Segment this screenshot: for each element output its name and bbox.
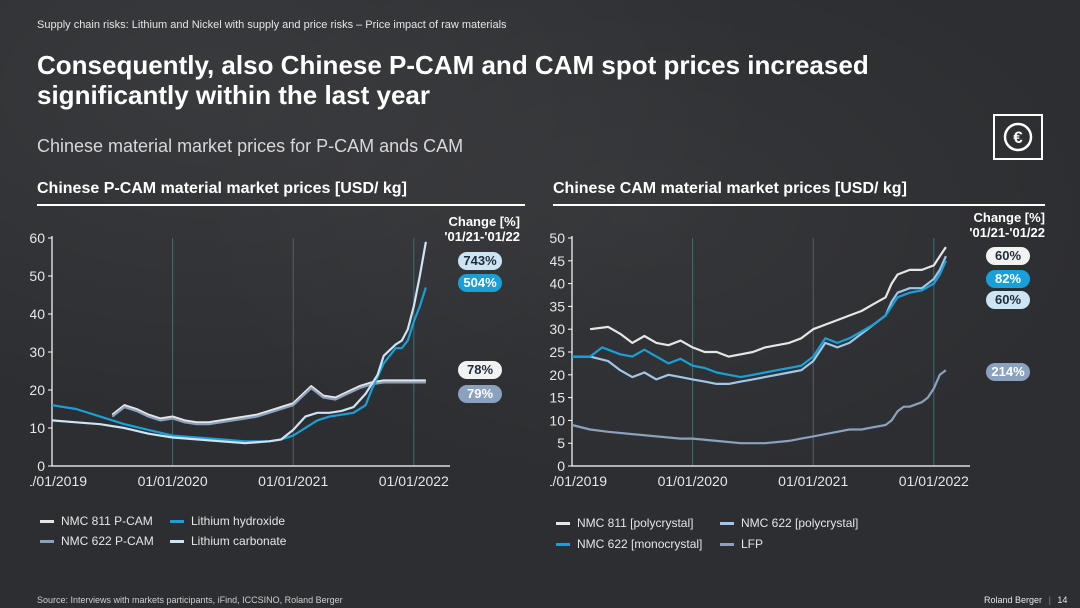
- series-line-nmc-811-p-cam: [111, 379, 426, 424]
- legend-nmc622-poly: NMC 622 [polycrystal]: [720, 516, 858, 530]
- svg-text:€: €: [1013, 128, 1023, 147]
- legend-swatch: [720, 543, 734, 547]
- change-header-period: '01/21-'01/22: [969, 225, 1045, 240]
- page-title: Consequently, also Chinese P-CAM and CAM…: [37, 50, 869, 110]
- legend-nmc622-pcam: NMC 622 P-CAM: [40, 534, 154, 548]
- change-header-label: Change [%]: [448, 214, 521, 229]
- source-note: Source: Interviews with markets particip…: [37, 595, 343, 605]
- legend-nmc622-mono: NMC 622 [monocrystal]: [556, 537, 702, 551]
- legend-swatch: [170, 520, 184, 524]
- legend-swatch: [170, 540, 184, 544]
- page-number: 14: [1057, 595, 1068, 605]
- y-tick-label: 30: [550, 321, 565, 337]
- change-header-cam: Change [%] '01/21-'01/22: [930, 210, 1045, 240]
- legend-lfp: LFP: [720, 537, 763, 551]
- cam-price-chart: 0 5 10 15 20 25 30 35 40 45 50 01/01/2019 01/01/2020…: [550, 230, 970, 489]
- brand-footer: Roland Berger | 14: [984, 595, 1068, 605]
- y-tick-label: 0: [37, 458, 45, 474]
- legend-label: Lithium carbonate: [191, 534, 287, 548]
- series-line-lithium-hydroxide: [51, 287, 427, 443]
- series-line-nmc-811-polycrystal: [589, 246, 947, 358]
- series-line-nmc-622-polycrystal: [572, 255, 947, 385]
- y-tick-label: 60: [30, 230, 45, 246]
- change-header-pcam: Change [%] '01/21-'01/22: [405, 214, 520, 244]
- legend-swatch: [556, 543, 570, 547]
- legend-nmc811-poly: NMC 811 [polycrystal]: [556, 516, 693, 530]
- legend-label: NMC 811 [polycrystal]: [577, 516, 694, 530]
- legend-label: NMC 622 [polycrystal]: [741, 516, 859, 530]
- series-line-nmc-622-p-cam: [111, 381, 426, 426]
- breadcrumb: Supply chain risks: Lithium and Nickel w…: [37, 19, 507, 31]
- series-line-lfp: [571, 369, 947, 445]
- change-badge-nmc622-mono: 82%: [986, 270, 1030, 288]
- legend-swatch: [40, 520, 54, 524]
- series-line-lithium-carbonate: [51, 241, 427, 445]
- legend-label: NMC 622 [monocrystal]: [577, 537, 703, 551]
- legend-label: NMC 622 P-CAM: [61, 534, 154, 548]
- x-tick-label: 01/01/2021: [778, 473, 848, 489]
- chart-title-pcam: Chinese P-CAM material market prices [US…: [37, 180, 407, 197]
- y-tick-label: 20: [30, 382, 45, 398]
- legend-swatch: [40, 540, 54, 544]
- page-subtitle: Chinese material market prices for P-CAM…: [37, 136, 464, 156]
- legend-lithium-hydroxide: Lithium hydroxide: [170, 514, 285, 528]
- divider-cam: [553, 204, 1045, 206]
- y-tick-label: 0: [557, 458, 565, 474]
- y-tick-label: 5: [557, 435, 565, 451]
- x-tick-label: 01/01/2022: [379, 473, 449, 489]
- change-header-period: '01/21-'01/22: [444, 229, 520, 244]
- chart-title-cam: Chinese CAM material market prices [USD/…: [553, 180, 907, 197]
- x-tick-label: 01/01/2020: [138, 473, 208, 489]
- change-badge-nmc811-pcam: 78%: [458, 361, 502, 379]
- x-tick-label: 01/01/2021: [258, 473, 328, 489]
- series-line-nmc-622-monocrystal: [572, 260, 947, 379]
- change-badge-lfp: 214%: [986, 363, 1030, 381]
- legend-swatch: [720, 522, 734, 526]
- y-tick-label: 20: [550, 367, 565, 383]
- x-tick-label: 01/01/2019: [550, 473, 607, 489]
- legend-label: Lithium hydroxide: [191, 514, 286, 528]
- change-badge-nmc811-poly: 60%: [986, 247, 1030, 265]
- legend-swatch: [556, 522, 570, 526]
- y-tick-label: 40: [550, 276, 565, 292]
- y-tick-label: 10: [30, 420, 45, 436]
- pcam-price-chart: 0 10 20 30 40 50 60 01/01/2019 01/01/2020 01/01/2…: [30, 230, 450, 489]
- y-tick-label: 35: [550, 298, 565, 314]
- change-badge-lithium-carbonate: 743%: [458, 252, 502, 270]
- change-badge-nmc622-poly: 60%: [986, 291, 1030, 309]
- legend-label: NMC 811 P-CAM: [61, 514, 153, 528]
- x-tick-label: 01/01/2022: [899, 473, 969, 489]
- legend-lithium-carbonate: Lithium carbonate: [170, 534, 286, 548]
- x-tick-label: 01/01/2019: [30, 473, 87, 489]
- brand-name: Roland Berger: [984, 595, 1043, 605]
- y-tick-label: 10: [550, 412, 565, 428]
- x-tick-label: 01/01/2020: [658, 473, 728, 489]
- y-tick-label: 15: [550, 390, 565, 406]
- legend-nmc811-pcam: NMC 811 P-CAM: [40, 514, 153, 528]
- y-tick-label: 25: [550, 344, 565, 360]
- y-tick-label: 40: [30, 306, 45, 322]
- divider-pcam: [37, 204, 525, 206]
- y-tick-label: 45: [550, 253, 565, 269]
- euro-icon: €: [993, 114, 1043, 160]
- change-badge-nmc622-pcam: 79%: [458, 385, 502, 403]
- change-badge-lithium-hydroxide: 504%: [458, 274, 502, 292]
- y-tick-label: 30: [30, 344, 45, 360]
- y-tick-label: 50: [550, 230, 565, 246]
- y-tick-label: 50: [30, 268, 45, 284]
- legend-label: LFP: [741, 537, 764, 551]
- change-header-label: Change [%]: [973, 210, 1046, 225]
